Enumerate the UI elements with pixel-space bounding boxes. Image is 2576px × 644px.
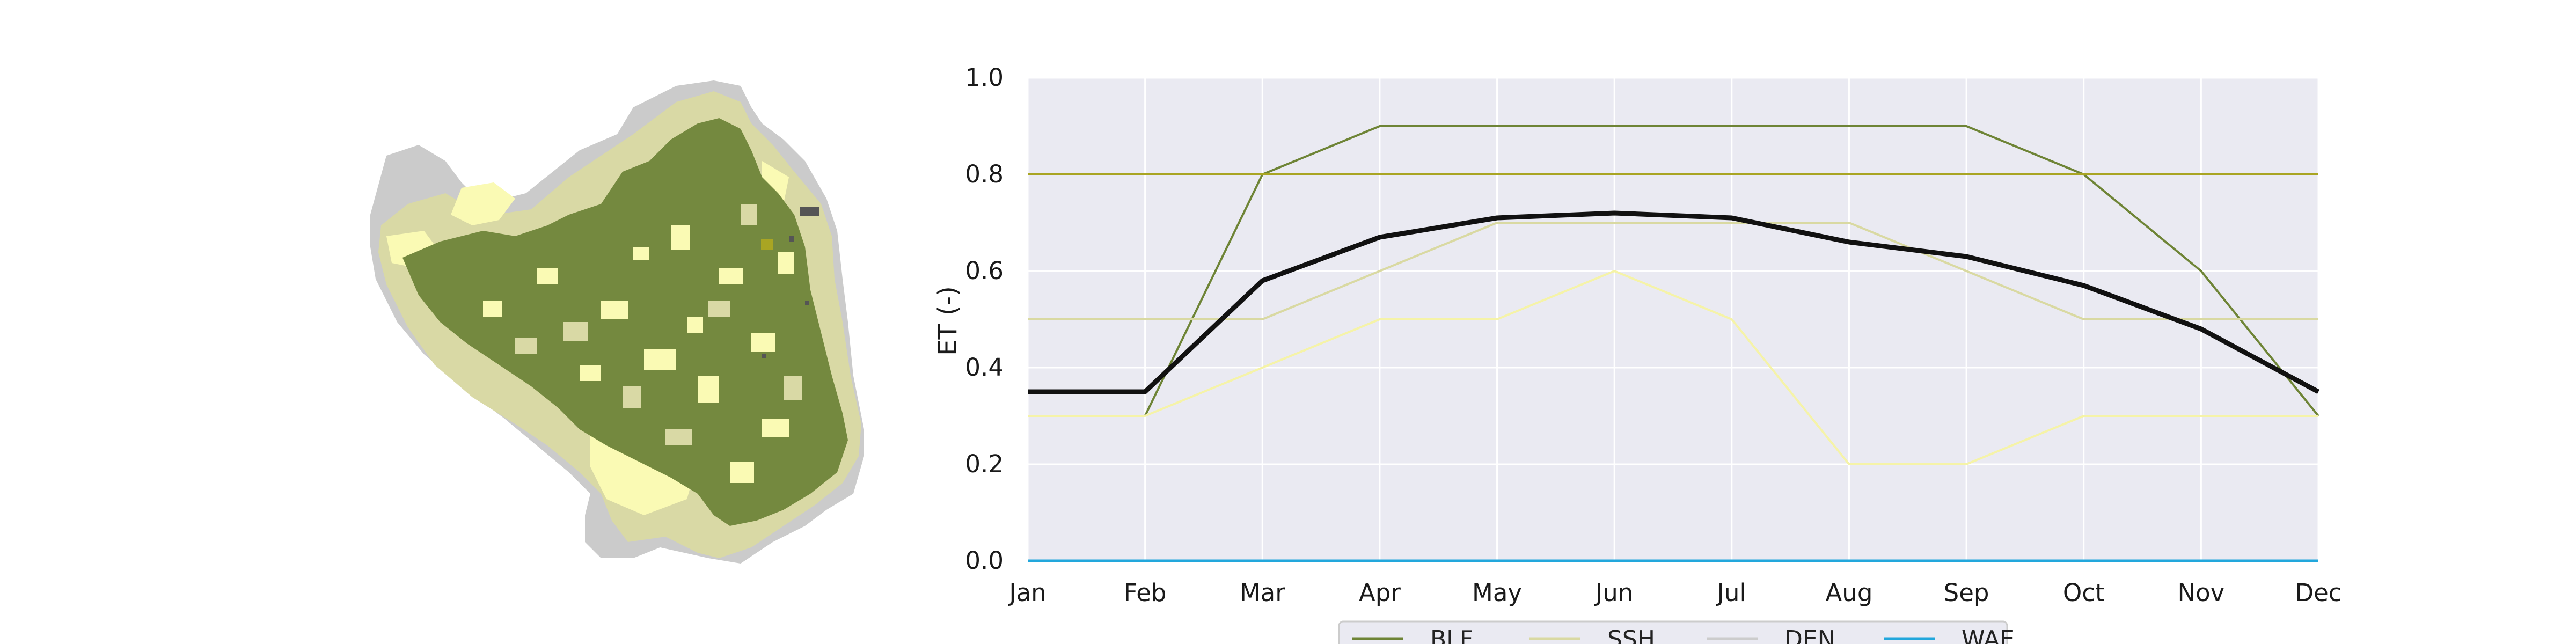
- x-tick-label: Jan: [1007, 579, 1046, 607]
- y-tick-label: 1.0: [965, 63, 1004, 92]
- y-tick-label: 0.2: [965, 450, 1004, 478]
- y-tick-label: 0.4: [965, 353, 1004, 382]
- land-cover-map: [370, 80, 864, 564]
- y-tick-label: 0.6: [965, 257, 1004, 285]
- y-tick-labels: 0.0 0.2 0.4 0.6 0.8 1.0: [965, 63, 1004, 575]
- series-lines: [1028, 125, 2320, 562]
- map-dark-speckles: [762, 207, 819, 358]
- y-tick-label: 0.0: [965, 546, 1004, 575]
- legend: BLF SSH DEN WAE: [1338, 620, 2015, 644]
- map-shrub-speckles: [515, 204, 802, 445]
- map-forest-region: [402, 118, 848, 526]
- x-tick-label: Feb: [1124, 579, 1167, 607]
- map-light-speckles: [483, 225, 794, 483]
- x-tick-label: Apr: [1359, 579, 1401, 607]
- x-tick-label: Dec: [2295, 579, 2341, 607]
- x-tick-label: Mar: [1240, 579, 1285, 607]
- x-tick-label: Sep: [1944, 579, 1989, 607]
- legend-label: WAE: [1962, 626, 2015, 644]
- x-tick-label: Oct: [2063, 579, 2105, 607]
- x-tick-label: May: [1472, 579, 1522, 607]
- series-line-2: [1028, 270, 2318, 465]
- series-line-0: [1144, 125, 2319, 417]
- y-axis-label: ET (-): [933, 286, 963, 356]
- x-tick-label: Aug: [1826, 579, 1873, 607]
- legend-label: SSH: [1607, 626, 1655, 644]
- x-tick-label: Nov: [2177, 579, 2224, 607]
- series-line-5: [1028, 210, 2320, 394]
- series-line-1: [1028, 222, 2318, 320]
- legend-box: [1338, 620, 2008, 644]
- legend-label: DEN: [1784, 626, 1835, 644]
- y-tick-label: 0.8: [965, 160, 1004, 188]
- legend-label: BLF: [1430, 626, 1473, 644]
- map-olive-spot: [761, 239, 773, 250]
- x-tick-label: Jun: [1594, 579, 1633, 607]
- x-tick-labels: Jan Feb Mar Apr May Jun Jul Aug Sep Oct Nov Dec: [1007, 579, 2341, 607]
- x-tick-label: Jul: [1716, 579, 1746, 607]
